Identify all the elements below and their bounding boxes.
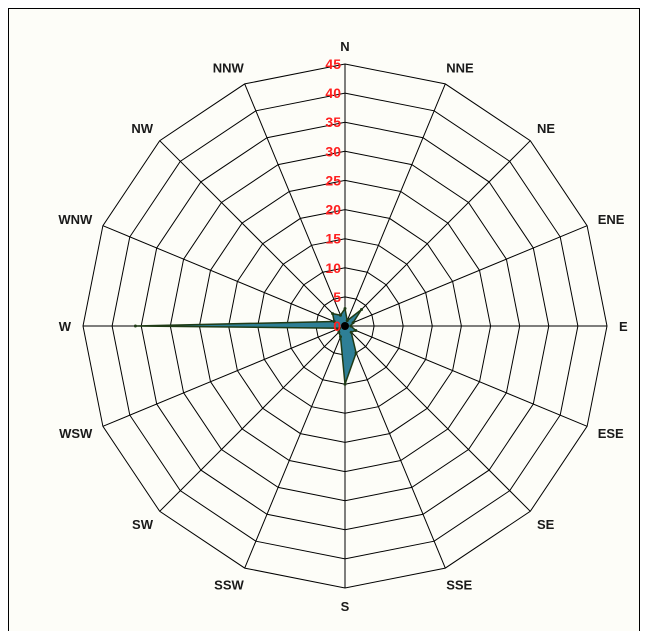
direction-label-sw: SW xyxy=(132,517,154,532)
data-point-nnw xyxy=(339,313,342,317)
data-point-sse xyxy=(354,351,358,355)
r-tick-label-30: 30 xyxy=(325,143,341,159)
data-point-ssw xyxy=(339,335,342,339)
label-layer: 0 5 10 15 20 25 30 35 40 45 N NNE NE ENE E ESE SE SSE S SSW… xyxy=(58,39,628,614)
spoke-sse xyxy=(344,325,446,569)
r-tick-label-40: 40 xyxy=(325,85,341,101)
data-point-ene xyxy=(351,321,355,325)
r-tick-label-20: 20 xyxy=(325,202,341,218)
spoke-wsw xyxy=(102,325,346,427)
direction-label-e: E xyxy=(619,319,628,334)
data-point-w xyxy=(133,324,137,328)
data-point-sw xyxy=(337,330,341,334)
direction-label-wnw: WNW xyxy=(58,212,93,227)
direction-label-sse: SSE xyxy=(446,578,472,593)
direction-label-nnw: NNW xyxy=(213,60,245,75)
r-tick-label-5: 5 xyxy=(333,289,341,305)
direction-label-s: S xyxy=(341,599,350,614)
direction-label-ssw: SSW xyxy=(214,578,244,593)
r-tick-label-0: 0 xyxy=(333,318,341,334)
center-dot xyxy=(341,322,349,330)
data-point-nne xyxy=(345,319,349,323)
data-point-wsw xyxy=(338,326,342,330)
data-point-se xyxy=(349,330,353,334)
direction-label-w: W xyxy=(59,319,72,334)
spoke-se xyxy=(344,325,531,512)
spoke-ese xyxy=(344,325,588,427)
direction-label-se: SE xyxy=(537,517,555,532)
direction-label-ne: NE xyxy=(537,121,555,136)
direction-label-nne: NNE xyxy=(446,60,474,75)
spoke-ene xyxy=(344,225,588,327)
spoke-ssw xyxy=(244,325,346,569)
data-point-e xyxy=(349,324,353,328)
data-point-ese xyxy=(354,329,358,332)
spoke-sw xyxy=(159,325,346,512)
spoke-wnw xyxy=(102,225,346,327)
spoke-nw xyxy=(159,140,346,327)
spoke-ne xyxy=(344,140,531,327)
data-point-s xyxy=(343,382,347,386)
direction-label-ene: ENE xyxy=(598,212,625,227)
data-point-wnw xyxy=(332,320,336,323)
r-tick-label-45: 45 xyxy=(325,56,341,72)
spoke-nne xyxy=(344,83,446,327)
grid-layer xyxy=(82,63,608,589)
r-tick-label-15: 15 xyxy=(325,231,341,247)
wind-series-area xyxy=(135,306,363,385)
direction-label-nw: NW xyxy=(131,121,153,136)
r-tick-label-25: 25 xyxy=(325,172,341,188)
direction-label-wsw: WSW xyxy=(59,426,93,441)
direction-label-n: N xyxy=(340,39,349,54)
r-tick-label-10: 10 xyxy=(325,260,341,276)
data-point-n xyxy=(343,307,347,310)
r-tick-label-35: 35 xyxy=(325,114,341,130)
series-layer xyxy=(133,306,363,386)
data-point-ne xyxy=(360,308,363,311)
spoke-nnw xyxy=(244,83,346,327)
direction-label-ese: ESE xyxy=(598,426,624,441)
data-point-nw xyxy=(331,312,335,316)
